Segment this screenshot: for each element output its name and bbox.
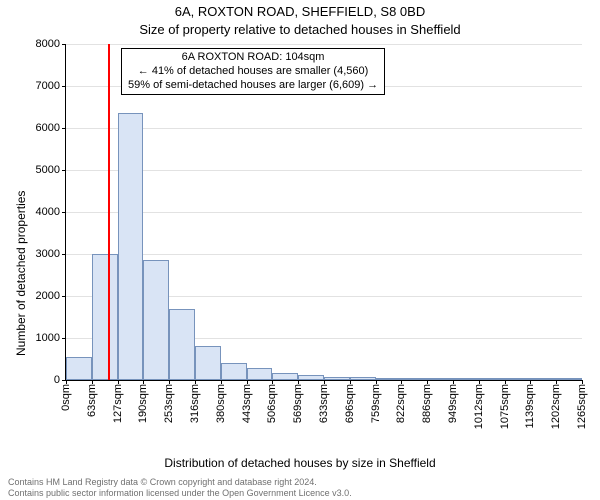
histogram-bar xyxy=(427,378,453,380)
ytick-mark xyxy=(62,44,66,45)
xtick-label: 1202sqm xyxy=(550,384,562,429)
y-axis-label: Number of detached properties xyxy=(14,191,28,356)
ytick-mark xyxy=(62,170,66,171)
gridline-h xyxy=(66,212,582,213)
histogram-bar xyxy=(298,375,324,380)
histogram-bar xyxy=(453,378,479,380)
xtick-label: 886sqm xyxy=(421,384,433,423)
xtick-label: 633sqm xyxy=(318,384,330,423)
gridline-h xyxy=(66,44,582,45)
xtick-label: 759sqm xyxy=(370,384,382,423)
attribution-line2: Contains public sector information licen… xyxy=(8,488,592,498)
ytick-label: 5000 xyxy=(36,164,60,176)
annotation-line3: 59% of semi-detached houses are larger (… xyxy=(128,79,378,93)
xtick-label: 127sqm xyxy=(112,384,124,423)
ytick-mark xyxy=(62,338,66,339)
xtick-label: 63sqm xyxy=(86,384,98,417)
xtick-label: 569sqm xyxy=(292,384,304,423)
reference-line xyxy=(108,44,110,380)
xtick-label: 1139sqm xyxy=(524,384,536,428)
xtick-label: 1075sqm xyxy=(499,384,511,429)
xtick-label: 1265sqm xyxy=(576,384,588,429)
gridline-h xyxy=(66,170,582,171)
plot-area: 0100020003000400050006000700080000sqm63s… xyxy=(65,44,582,381)
ytick-label: 3000 xyxy=(36,248,60,260)
xtick-label: 380sqm xyxy=(215,384,227,423)
xtick-label: 506sqm xyxy=(266,384,278,423)
ytick-label: 7000 xyxy=(36,80,60,92)
xtick-label: 822sqm xyxy=(395,384,407,423)
histogram-bar xyxy=(143,260,169,380)
ytick-mark xyxy=(62,296,66,297)
histogram-bar xyxy=(324,377,350,380)
histogram-bar xyxy=(118,113,144,380)
histogram-bar xyxy=(350,377,376,380)
attribution: Contains HM Land Registry data © Crown c… xyxy=(8,477,592,498)
chart-title-subtitle: Size of property relative to detached ho… xyxy=(0,22,600,37)
annotation-box: 6A ROXTON ROAD: 104sqm ← 41% of detached… xyxy=(121,48,385,95)
ytick-label: 6000 xyxy=(36,122,60,134)
histogram-bar xyxy=(66,357,92,380)
histogram-bar xyxy=(530,378,556,380)
histogram-bar xyxy=(479,378,505,380)
histogram-bar xyxy=(221,363,247,380)
chart-title-address: 6A, ROXTON ROAD, SHEFFIELD, S8 0BD xyxy=(0,4,600,19)
ytick-mark xyxy=(62,212,66,213)
xtick-label: 253sqm xyxy=(163,384,175,423)
ytick-label: 2000 xyxy=(36,290,60,302)
histogram-bar xyxy=(92,254,118,380)
xtick-label: 316sqm xyxy=(189,384,201,423)
histogram-bar xyxy=(169,309,195,380)
chart-container: 6A, ROXTON ROAD, SHEFFIELD, S8 0BD Size … xyxy=(0,0,600,500)
xtick-label: 443sqm xyxy=(241,384,253,423)
xtick-label: 949sqm xyxy=(447,384,459,423)
ytick-mark xyxy=(62,254,66,255)
histogram-bar xyxy=(505,378,531,380)
ytick-label: 8000 xyxy=(36,38,60,50)
ytick-mark xyxy=(62,128,66,129)
histogram-bar xyxy=(401,378,427,380)
histogram-bar xyxy=(247,368,273,380)
gridline-h xyxy=(66,128,582,129)
histogram-bar xyxy=(376,378,402,380)
histogram-bar xyxy=(195,346,221,380)
xtick-label: 1012sqm xyxy=(473,384,485,429)
xtick-label: 0sqm xyxy=(60,384,72,411)
ytick-label: 1000 xyxy=(36,332,60,344)
xtick-label: 190sqm xyxy=(137,384,149,423)
histogram-bar xyxy=(272,373,298,380)
ytick-label: 4000 xyxy=(36,206,60,218)
annotation-line2: ← 41% of detached houses are smaller (4,… xyxy=(128,65,378,79)
attribution-line1: Contains HM Land Registry data © Crown c… xyxy=(8,477,592,487)
gridline-h xyxy=(66,254,582,255)
ytick-mark xyxy=(62,86,66,87)
x-axis-label: Distribution of detached houses by size … xyxy=(0,456,600,470)
annotation-line1: 6A ROXTON ROAD: 104sqm xyxy=(128,51,378,65)
xtick-label: 696sqm xyxy=(344,384,356,423)
histogram-bar xyxy=(556,378,582,380)
